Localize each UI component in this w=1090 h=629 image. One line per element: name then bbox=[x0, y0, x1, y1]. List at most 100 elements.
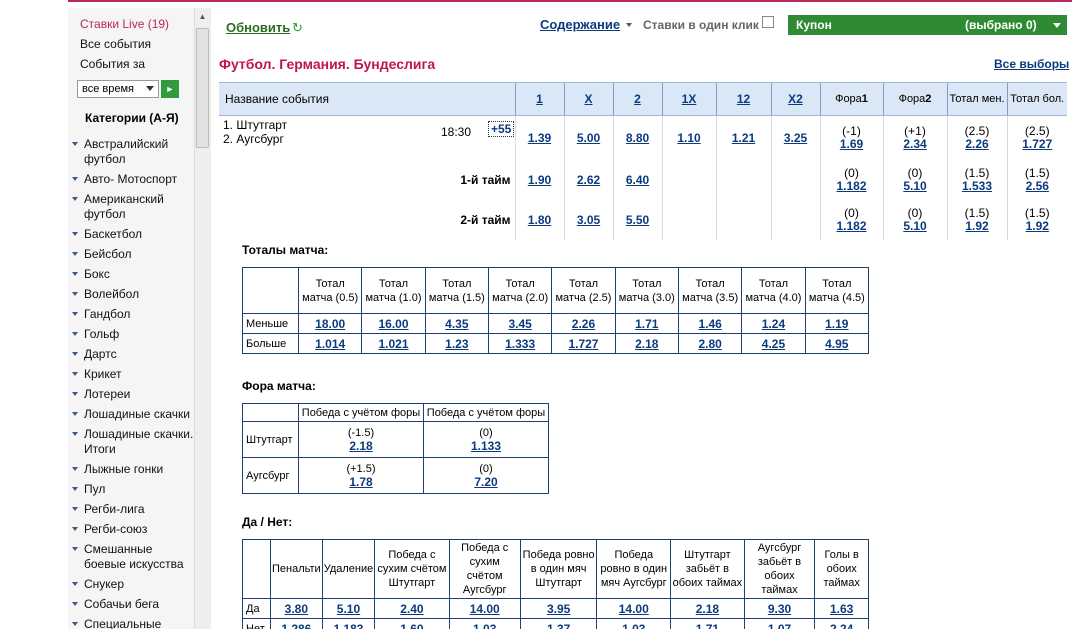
odds-link[interactable]: 1.333 bbox=[505, 336, 536, 351]
odds-link[interactable]: 14.00 bbox=[469, 601, 500, 616]
category-link[interactable]: Пул bbox=[72, 482, 196, 497]
odds-link[interactable]: 1.69 bbox=[839, 136, 864, 151]
odds-link[interactable]: 4.35 bbox=[445, 316, 469, 331]
odds-link[interactable]: 1.71 bbox=[695, 621, 720, 629]
category-link[interactable]: Регби-союз bbox=[72, 522, 196, 537]
odds-link[interactable]: 7.20 bbox=[474, 474, 498, 489]
odds-link[interactable]: 1.90 bbox=[527, 172, 552, 187]
odds-link[interactable]: 6.40 bbox=[625, 172, 650, 187]
category-link[interactable]: Собачьи бега bbox=[72, 597, 196, 612]
scroll-thumb[interactable] bbox=[196, 28, 209, 148]
odds-link[interactable]: 1.133 bbox=[470, 438, 502, 453]
odds-link[interactable]: 3.95 bbox=[546, 601, 571, 616]
odds-link[interactable]: 1.46 bbox=[698, 316, 722, 331]
category-link[interactable]: Лошадиные скачки bbox=[72, 407, 196, 422]
category-link[interactable]: Баскетбол bbox=[72, 227, 196, 242]
odds-link[interactable]: 2.40 bbox=[400, 601, 424, 616]
odds-link[interactable]: 1.533 bbox=[961, 178, 993, 193]
category-link[interactable]: Лошадиные скачки. Итоги bbox=[72, 427, 196, 457]
odds-link[interactable]: 1.80 bbox=[527, 212, 552, 227]
refresh-icon[interactable]: ↻ bbox=[292, 20, 303, 35]
col-2[interactable]: 2 bbox=[634, 92, 641, 106]
odds-link[interactable]: 8.80 bbox=[625, 130, 650, 145]
odds-link[interactable]: 5.10 bbox=[903, 178, 927, 193]
odds-link[interactable]: 1.727 bbox=[568, 336, 599, 351]
odds-link[interactable]: 1.183 bbox=[333, 621, 364, 629]
category-link[interactable]: Снукер bbox=[72, 577, 196, 592]
odds-link[interactable]: 3.45 bbox=[508, 316, 532, 331]
odds-link[interactable]: 9.30 bbox=[767, 601, 792, 616]
odds-link[interactable]: 1.23 bbox=[445, 336, 469, 351]
sidebar-scrollbar[interactable] bbox=[194, 8, 211, 629]
odds-link[interactable]: 1.37 bbox=[546, 621, 571, 629]
category-link[interactable]: Австралийский футбол bbox=[72, 137, 196, 167]
odds-link[interactable]: 4.25 bbox=[761, 336, 786, 351]
col-12[interactable]: 12 bbox=[736, 92, 751, 106]
odds-link[interactable]: 1.71 bbox=[635, 316, 659, 331]
live-bets-link[interactable]: Ставки Live (19) bbox=[80, 17, 170, 31]
odds-link[interactable]: 1.21 bbox=[731, 130, 756, 145]
odds-link[interactable]: 5.10 bbox=[903, 218, 927, 233]
odds-link[interactable]: 1.24 bbox=[761, 316, 786, 331]
odds-link[interactable]: 16.00 bbox=[378, 316, 409, 331]
odds-link[interactable]: 1.19 bbox=[825, 316, 849, 331]
col-x2[interactable]: X2 bbox=[788, 92, 803, 106]
odds-link[interactable]: 14.00 bbox=[618, 601, 649, 616]
odds-link[interactable]: 1.182 bbox=[836, 178, 867, 193]
scroll-up-icon[interactable]: ▲ bbox=[198, 12, 207, 21]
odds-link[interactable]: 1.39 bbox=[527, 130, 552, 145]
odds-link[interactable]: 2.18 bbox=[349, 438, 373, 453]
category-link[interactable]: Американский футбол bbox=[72, 192, 196, 222]
category-link[interactable]: Специальные bbox=[72, 617, 196, 629]
category-link[interactable]: Смешанные боевые искусства bbox=[72, 542, 196, 572]
odds-link[interactable]: 18.00 bbox=[315, 316, 346, 331]
contents-menu[interactable]: Содержание bbox=[540, 17, 621, 32]
odds-link[interactable]: 3.05 bbox=[576, 212, 601, 227]
odds-link[interactable]: 1.03 bbox=[622, 621, 646, 629]
odds-link[interactable]: 1.014 bbox=[315, 336, 346, 351]
odds-link[interactable]: 5.10 bbox=[336, 601, 361, 616]
category-link[interactable]: Гандбол bbox=[72, 307, 196, 322]
odds-link[interactable]: 1.182 bbox=[836, 218, 867, 233]
period-select[interactable]: все время bbox=[77, 80, 159, 98]
odds-link[interactable]: 3.25 bbox=[783, 130, 808, 145]
odds-link[interactable]: 1.021 bbox=[378, 336, 409, 351]
one-click-checkbox[interactable] bbox=[762, 16, 774, 28]
odds-link[interactable]: 1.78 bbox=[349, 474, 373, 489]
odds-link[interactable]: 2.80 bbox=[698, 336, 722, 351]
category-link[interactable]: Лотереи bbox=[72, 387, 196, 402]
odds-link[interactable]: 2.18 bbox=[695, 601, 720, 616]
odds-link[interactable]: 3.80 bbox=[284, 601, 309, 616]
odds-link[interactable]: 2.56 bbox=[1025, 178, 1049, 193]
category-link[interactable]: Дартс bbox=[72, 347, 196, 362]
col-1x[interactable]: 1X bbox=[681, 92, 697, 106]
odds-link[interactable]: 1.92 bbox=[965, 218, 989, 233]
odds-link[interactable]: 2.34 bbox=[903, 136, 927, 151]
category-link[interactable]: Регби-лига bbox=[72, 502, 196, 517]
category-link[interactable]: Авто- Мотоспорт bbox=[72, 172, 196, 187]
odds-link[interactable]: 1.92 bbox=[1025, 218, 1049, 233]
chevron-down-icon[interactable] bbox=[1053, 23, 1061, 28]
odds-link[interactable]: 1.63 bbox=[829, 601, 854, 616]
odds-link[interactable]: 2.26 bbox=[571, 316, 596, 331]
odds-link[interactable]: 1.60 bbox=[400, 621, 424, 629]
odds-link[interactable]: 5.50 bbox=[625, 212, 650, 227]
odds-link[interactable]: 2.26 bbox=[965, 136, 989, 151]
odds-link[interactable]: 2.62 bbox=[576, 172, 601, 187]
odds-link[interactable]: 2.18 bbox=[635, 336, 659, 351]
odds-link[interactable]: 1.07 bbox=[767, 621, 792, 629]
odds-link[interactable]: 1.727 bbox=[1022, 136, 1053, 151]
category-link[interactable]: Волейбол bbox=[72, 287, 196, 302]
all-events-link[interactable]: Все события bbox=[80, 37, 152, 51]
odds-link[interactable]: 1.286 bbox=[281, 621, 312, 629]
category-link[interactable]: Гольф bbox=[72, 327, 196, 342]
go-button[interactable]: ► bbox=[161, 80, 179, 98]
category-link[interactable]: Бейсбол bbox=[72, 247, 196, 262]
odds-link[interactable]: 4.95 bbox=[825, 336, 849, 351]
odds-link[interactable]: 1.10 bbox=[677, 130, 701, 145]
odds-link[interactable]: 5.00 bbox=[576, 130, 601, 145]
odds-link[interactable]: 2.24 bbox=[829, 621, 854, 629]
odds-link[interactable]: 1.03 bbox=[473, 621, 497, 629]
all-choices-link[interactable]: Все выборы bbox=[994, 57, 1070, 71]
category-link[interactable]: Бокс bbox=[72, 267, 196, 282]
